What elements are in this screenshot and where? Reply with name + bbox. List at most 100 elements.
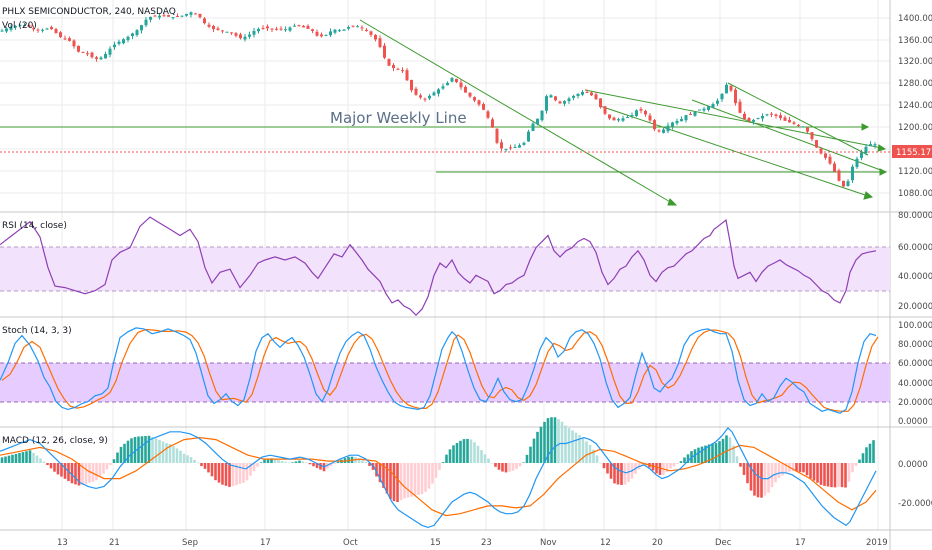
macd-histogram-bar [63, 463, 67, 479]
candle-body [203, 18, 206, 24]
macd-histogram-bar [840, 463, 844, 488]
stoch-tick: 80.0000 [898, 340, 932, 350]
downtrend-line-2[interactable] [584, 89, 883, 149]
candle-body [135, 30, 139, 36]
candle-body [792, 122, 796, 124]
macd-histogram-bar [693, 449, 697, 463]
candle-body [684, 115, 688, 121]
candle-body [657, 130, 661, 132]
stoch-axis[interactable]: 100.0000 80.0000 60.0000 40.0000 20.0000… [898, 321, 932, 427]
candle-body [743, 113, 746, 120]
macd-histogram-bar [802, 463, 805, 473]
downtrend-line-1[interactable] [359, 19, 673, 204]
candle-body [693, 111, 697, 116]
candle-body [356, 26, 359, 28]
macd-histogram-bar [392, 463, 396, 502]
price-tick: 1120.00 [898, 167, 932, 177]
candle-body [234, 33, 238, 36]
macd-histogram-bar [816, 463, 819, 483]
macd-histogram-bar [553, 417, 557, 463]
macd-histogram-bar [140, 436, 144, 463]
trendline-arrow-icon [667, 198, 678, 206]
time-tick: 2019 [866, 538, 888, 548]
candle-body [360, 27, 364, 29]
macd-histogram-bar [46, 463, 49, 466]
macd-histogram-bar [119, 446, 123, 463]
time-axis[interactable]: 13 21 Sep 17 Oct 15 23 Nov 12 20 Dec 17 … [57, 538, 888, 548]
candle-body [720, 93, 724, 100]
macd-histogram-bar [578, 435, 581, 463]
macd-histogram-bar [539, 426, 543, 463]
macd-histogram-bar [585, 441, 588, 463]
macd-histogram-bar [109, 463, 112, 465]
macd-histogram-bar [175, 448, 179, 463]
candle-body [833, 163, 836, 172]
candle-body [504, 148, 508, 150]
macd-histogram-bar [357, 458, 361, 463]
candle-body [734, 89, 737, 104]
macd-histogram-bar [39, 458, 42, 463]
macd-histogram-bar [420, 463, 424, 495]
candle-body [77, 45, 80, 52]
macd-histogram-bar [161, 441, 165, 463]
macd-histogram-bar [74, 463, 77, 485]
macd-histogram-bar [438, 463, 441, 470]
macd-histogram-bar [805, 463, 809, 476]
candle-body [599, 98, 602, 108]
time-tick: 23 [481, 538, 492, 548]
rsi-axis[interactable]: 80.0000 60.0000 40.0000 20.0000 [898, 211, 932, 312]
candle-body [45, 28, 49, 30]
macd-histogram-bar [725, 435, 728, 463]
macd-histogram-bar [182, 453, 186, 463]
macd-histogram-bar [718, 441, 721, 463]
price-axis[interactable]: 1400.00 1360.00 1320.00 1280.00 1240.00 … [892, 14, 932, 199]
candle-body [252, 30, 256, 35]
macd-histogram-bar [151, 436, 154, 463]
macd-histogram-bar [564, 425, 567, 463]
candle-body [774, 114, 778, 116]
rsi-tick: 80.0000 [898, 211, 932, 221]
trendlines[interactable] [0, 19, 888, 206]
candle-body [392, 64, 395, 69]
macd-histogram-bar [651, 463, 655, 471]
stoch-tick: 60.0000 [898, 359, 932, 369]
macd-histogram-bar [812, 463, 816, 481]
candle-body [531, 123, 535, 132]
rsi-tick: 60.0000 [898, 243, 932, 253]
macd-axis[interactable]: 0.0000 -20.0000 [898, 460, 932, 509]
price-tick: 1320.00 [898, 57, 932, 67]
downtrend-line-3[interactable] [691, 99, 887, 173]
macd-histogram-bar [756, 463, 760, 498]
candle-body [482, 103, 485, 110]
downtrend-line-5[interactable] [599, 105, 869, 197]
macd-histogram-bar [305, 462, 308, 464]
macd-histogram-bar [200, 463, 203, 467]
macd-histogram-bar [522, 462, 525, 463]
candle-body [486, 111, 490, 118]
macd-histogram-bar [714, 443, 718, 463]
trendline-arrow-icon [877, 144, 887, 152]
candle-body [338, 30, 341, 32]
candles [0, 11, 877, 187]
candle-body [869, 144, 872, 147]
candle-body [189, 12, 193, 15]
macd-histogram-bar [98, 463, 102, 477]
candle-body [572, 95, 575, 98]
candle-body [765, 114, 769, 116]
candle-body [126, 36, 130, 41]
macd-histogram-bar [777, 463, 781, 479]
macd-histogram-bar [753, 463, 756, 496]
annotation-text[interactable]: Major Weekly Line [330, 109, 467, 127]
candle-body [248, 34, 251, 37]
downtrend-line-4[interactable] [727, 82, 869, 156]
macd-histogram-bar [616, 463, 620, 485]
macd-histogram-bar [830, 463, 833, 488]
macd-histogram-bar [35, 455, 39, 463]
macd-histogram-bar [431, 463, 434, 484]
candle-body [783, 117, 787, 121]
macd-histogram-bar [77, 463, 81, 486]
candle-body [90, 52, 94, 58]
macd-histogram-bar [4, 456, 7, 463]
candle-body [468, 92, 472, 97]
